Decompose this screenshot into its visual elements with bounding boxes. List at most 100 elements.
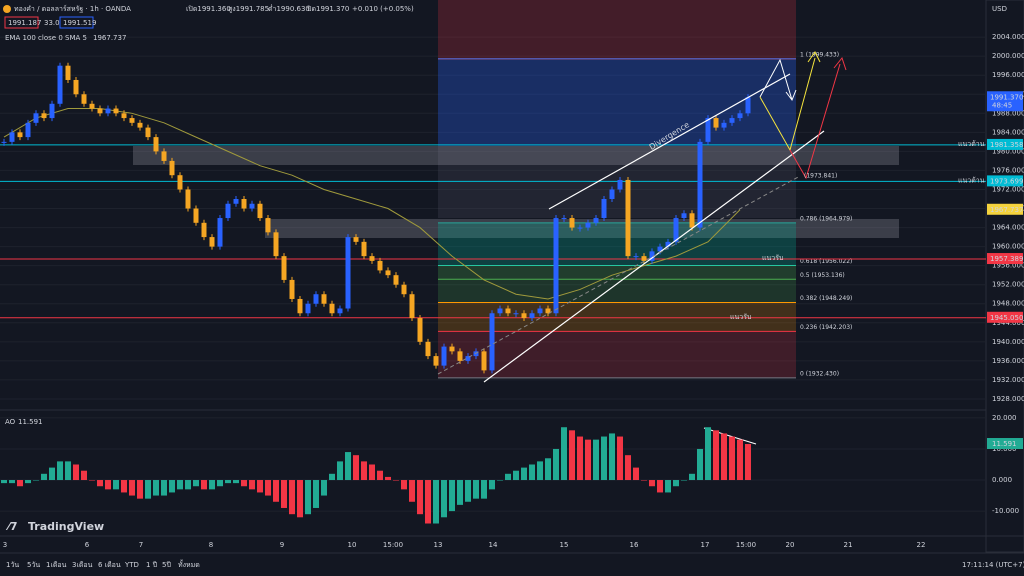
zone-gray [133, 146, 899, 165]
fib-band [438, 302, 796, 332]
ao-bar [505, 473, 511, 481]
fib-label: 0.382 (1948.249) [800, 295, 852, 302]
ao-bar [385, 476, 391, 481]
candle [313, 294, 319, 304]
brand-logo: ⁄7 [5, 520, 18, 533]
candle [737, 113, 743, 119]
x-tick-label: 8 [209, 541, 213, 549]
ao-bar [585, 439, 591, 481]
ao-bar [521, 467, 527, 481]
candle [337, 308, 343, 314]
ao-bar [369, 464, 375, 481]
candle [113, 108, 119, 114]
ao-bar [193, 480, 199, 487]
y-tick-label: 1988.000 [992, 109, 1024, 117]
candle [385, 270, 391, 276]
arrow [789, 56, 847, 180]
candle [321, 294, 327, 304]
candle [185, 189, 191, 209]
ao-bar [601, 436, 607, 481]
range-button[interactable]: 5ปี [162, 561, 171, 569]
ao-bar [665, 480, 671, 493]
y-tick-label: 2004.000 [992, 33, 1024, 41]
candle [81, 94, 87, 104]
price-tag [987, 253, 1023, 265]
candle [529, 313, 535, 319]
ohlc-open: เปิด1991.360 [186, 5, 231, 13]
candle [457, 351, 463, 361]
candle [241, 199, 247, 209]
x-tick-label: 22 [917, 541, 926, 549]
candle [329, 303, 335, 314]
candle [41, 113, 47, 119]
ao-bar [145, 480, 151, 499]
ao-value: 11.591 [18, 418, 43, 426]
ask-box[interactable] [59, 16, 94, 29]
price-tag-label: 1945.050 [990, 314, 1023, 322]
x-tick-label: 15 [560, 541, 569, 549]
countdown: 48:45 [992, 101, 1012, 109]
bid-box[interactable] [4, 16, 39, 29]
y-tick-label: 1960.000 [992, 243, 1024, 251]
range-button[interactable]: 5วัน [27, 561, 40, 569]
ao-bar [497, 480, 503, 481]
ao-bar [657, 480, 663, 493]
ao-bar [41, 473, 47, 481]
candle [33, 113, 39, 123]
candle [121, 113, 127, 119]
price-tag [987, 138, 1023, 150]
zone-dark [438, 146, 796, 218]
x-tick-label: 13 [434, 541, 443, 549]
y-tick-label: 1940.000 [992, 338, 1024, 346]
currency[interactable]: USD [992, 5, 1007, 13]
candle [273, 232, 279, 257]
range-button[interactable]: ทั้งหมด [178, 558, 200, 569]
ao-bar [417, 480, 423, 515]
candle [169, 160, 175, 176]
ao-bar [265, 480, 271, 496]
ao-bar [745, 444, 751, 481]
range-button[interactable]: 3เดือน [72, 561, 93, 569]
ao-bar [353, 455, 359, 481]
ao-bar [721, 433, 727, 481]
ao-bar [9, 480, 15, 484]
range-button[interactable]: YTD [124, 561, 139, 569]
candle [745, 97, 751, 114]
candle [233, 199, 239, 204]
candle [105, 108, 111, 114]
annotation: (1973.841) [804, 173, 837, 180]
price-tag-label: 1991.370 [990, 93, 1023, 101]
range-button[interactable]: 6 เดือน [98, 561, 121, 569]
symbol: ทองคำ / ดอลลาร์สหรัฐ · 1h · OANDA [14, 5, 131, 13]
ao-bar [545, 458, 551, 481]
ao-bar [465, 480, 471, 502]
ao-bar [433, 480, 439, 524]
ao-bar [105, 480, 111, 490]
candle [377, 260, 383, 271]
ao-bar [345, 452, 351, 481]
range-button[interactable]: 1วัน [6, 561, 19, 569]
fib-label: 0.5 (1953.136) [800, 272, 845, 279]
candle [153, 137, 159, 152]
candle [209, 237, 215, 247]
ao-bar [185, 480, 191, 490]
candle [593, 218, 599, 223]
ao-title: AO [5, 418, 16, 426]
price-tag-label: 1973.699 [990, 177, 1023, 185]
ao-bar [593, 439, 599, 481]
ao-bar [449, 480, 455, 512]
candle [625, 179, 631, 257]
trendline [483, 130, 825, 383]
candle [657, 246, 663, 252]
candle [289, 279, 295, 299]
range-button[interactable]: 1เดือน [46, 561, 67, 569]
range-button[interactable]: 1 ปี [146, 561, 158, 569]
candle [617, 179, 623, 190]
ao-bar [393, 480, 399, 481]
x-tick-label: 9 [280, 541, 284, 549]
ao-bar [321, 480, 327, 496]
ao-bar [1, 480, 7, 484]
ao-bar [641, 480, 647, 481]
ao-bar [121, 480, 127, 493]
price-tag [987, 311, 1023, 323]
